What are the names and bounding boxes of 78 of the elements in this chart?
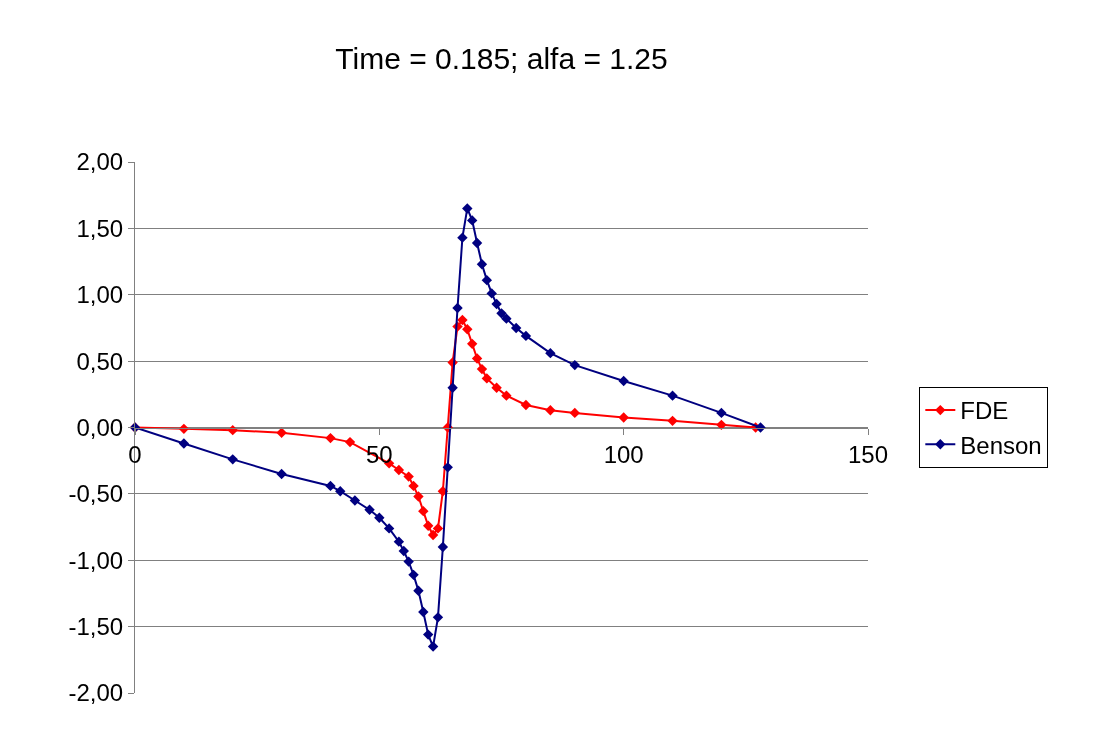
point <box>403 556 414 567</box>
y-tick-label: 1,00 <box>76 281 124 309</box>
point <box>408 480 419 492</box>
point <box>486 288 497 299</box>
point <box>432 523 444 534</box>
point <box>403 471 414 482</box>
x-tick-label: 150 <box>847 441 889 469</box>
point <box>471 353 483 364</box>
point <box>510 322 522 334</box>
point <box>618 375 629 387</box>
point <box>481 274 493 286</box>
legend-label: Benson <box>960 431 1042 459</box>
point <box>427 641 439 652</box>
point <box>569 407 580 419</box>
point <box>667 415 678 427</box>
point <box>418 606 429 618</box>
point <box>413 491 424 502</box>
point <box>545 405 556 416</box>
point <box>471 237 483 249</box>
point <box>667 390 678 401</box>
point <box>491 298 502 310</box>
point <box>383 523 395 534</box>
point <box>457 314 468 326</box>
point <box>418 505 429 517</box>
point <box>457 232 468 243</box>
point <box>476 363 488 375</box>
point <box>423 629 434 640</box>
point <box>462 203 473 214</box>
y-tick-label: 0,50 <box>76 347 124 375</box>
point <box>496 308 507 319</box>
point <box>481 373 493 384</box>
y-tick-label: -0,50 <box>68 480 124 508</box>
point <box>466 215 478 226</box>
point <box>520 399 532 411</box>
chart-title: Time = 0.185; alfa = 1.25 <box>335 42 668 76</box>
y-tick-label: -2,00 <box>68 679 124 707</box>
point <box>276 468 287 480</box>
point <box>374 512 385 523</box>
point <box>520 330 532 342</box>
point <box>423 520 434 531</box>
point <box>393 464 405 476</box>
point <box>408 569 419 581</box>
x-tick-label: 100 <box>603 441 644 469</box>
point <box>335 486 346 497</box>
point <box>501 390 512 401</box>
point <box>491 382 502 393</box>
point <box>432 612 444 623</box>
point <box>569 359 580 371</box>
legend-label: FDE <box>960 397 1009 425</box>
point <box>437 541 449 553</box>
point <box>178 438 190 449</box>
point <box>413 585 424 596</box>
point <box>349 495 361 506</box>
point <box>462 324 473 335</box>
point <box>398 545 409 557</box>
point <box>325 432 336 444</box>
point <box>476 259 488 270</box>
y-tick-label: 1,50 <box>76 214 124 242</box>
point <box>393 536 405 547</box>
point <box>452 302 463 314</box>
y-tick-label: 0,00 <box>76 413 124 441</box>
point <box>716 407 727 419</box>
point <box>466 338 478 350</box>
y-tick-label: -1,00 <box>68 546 124 574</box>
x-tick-label: 0 <box>128 441 142 469</box>
point <box>227 454 238 465</box>
point <box>618 412 629 423</box>
point <box>276 427 287 439</box>
y-tick-label: 2,00 <box>76 148 124 176</box>
point <box>427 529 439 541</box>
point <box>325 480 336 492</box>
point <box>442 462 453 473</box>
y-tick-label: -1,50 <box>68 613 124 641</box>
point <box>364 504 375 516</box>
point <box>344 436 356 448</box>
point <box>447 382 458 393</box>
point <box>545 347 556 359</box>
point <box>501 313 512 324</box>
